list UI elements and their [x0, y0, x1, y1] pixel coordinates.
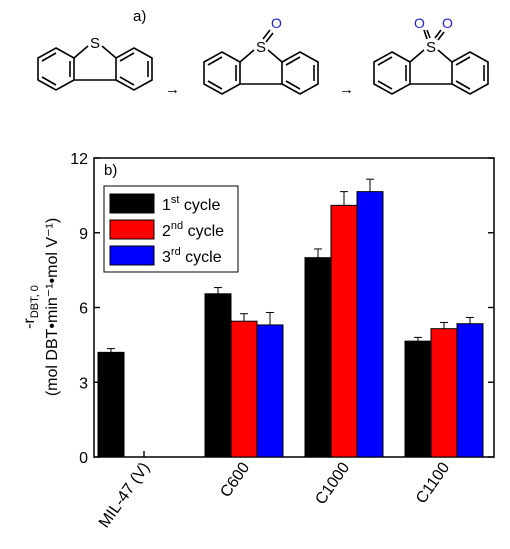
molecule-dbt-sulfoxide [203, 29, 319, 95]
y-axis-title-line1: -rDBT, 0 [21, 285, 41, 329]
y-axis-title: -rDBT, 0 (mol DBT•min⁻¹•mol V⁻¹) [21, 218, 61, 396]
bar-1st-cycle [204, 293, 232, 458]
bar-chart: b) -rDBT, 0 (mol DBT•min⁻¹•mol V⁻¹) 0 3 6 9… [21, 151, 495, 531]
bar-3rd-cycle [456, 323, 484, 458]
y-axis-title-line2: (mol DBT•min⁻¹•mol V⁻¹) [44, 218, 61, 396]
x-axis: MIL-47 (V) C600 C1000 C1100 [96, 451, 453, 531]
y-tick-label: 0 [79, 450, 88, 467]
sulfur-atom: S [90, 35, 100, 52]
molecule-dbt-sulfone [373, 29, 489, 95]
legend-entry-superscript: st [171, 194, 180, 206]
bar-2nd-cycle [430, 328, 458, 458]
oxygen-atom: O [271, 15, 282, 31]
legend-entry: 1st cycle [162, 194, 220, 214]
oxygen-atom: O [442, 15, 453, 31]
bar-3rd-cycle [356, 191, 384, 458]
bar-1st-cycle [304, 257, 332, 458]
legend-entry-number: 3 [162, 249, 171, 266]
bar-1st-cycle [97, 351, 125, 458]
y-tick-label: 12 [70, 151, 88, 168]
bar-1st-cycle [404, 340, 432, 458]
oxygen-atom: O [414, 15, 425, 31]
bars [97, 178, 484, 458]
legend-entry-number: 1 [162, 197, 171, 214]
panel-b-label: b) [104, 162, 117, 179]
x-tick-label: C1100 [413, 459, 453, 506]
legend-entry-superscript: nd [171, 220, 183, 232]
legend-entry-text: cycle [181, 249, 222, 266]
x-tick-label: C1000 [312, 459, 353, 507]
x-tick-label: MIL-47 (V) [96, 460, 153, 532]
x-tick-label: C600 [217, 459, 253, 500]
y-tick-label: 6 [79, 301, 88, 318]
legend-entry: 2nd cycle [162, 220, 224, 240]
y-tick-label: 3 [79, 375, 88, 392]
legend-entry-text: cycle [183, 223, 224, 240]
molecule-dbt [37, 45, 153, 91]
legend-swatch [109, 193, 155, 214]
reaction-arrow-1: → [165, 81, 180, 98]
bar-2nd-cycle [230, 320, 258, 458]
y-axis-title-main: -r [21, 318, 38, 329]
reaction-scheme: a) S → S O → [37, 8, 489, 98]
reaction-arrow-2: → [339, 81, 354, 98]
legend-swatch [109, 219, 155, 240]
y-tick-label: 9 [79, 226, 88, 243]
legend-swatch [109, 245, 155, 266]
legend-entry-text: cycle [179, 197, 220, 214]
y-axis-title-subscript: DBT, 0 [29, 285, 41, 318]
sulfur-atom: S [426, 39, 436, 56]
legend-entry: 3rd cycle [162, 246, 222, 266]
panel-a-label: a) [133, 8, 146, 25]
bar-3rd-cycle [256, 324, 284, 458]
legend-entry-number: 2 [162, 223, 171, 240]
sulfur-atom: S [256, 39, 266, 56]
legend-entry-superscript: rd [171, 246, 181, 258]
bar-2nd-cycle [330, 204, 358, 458]
